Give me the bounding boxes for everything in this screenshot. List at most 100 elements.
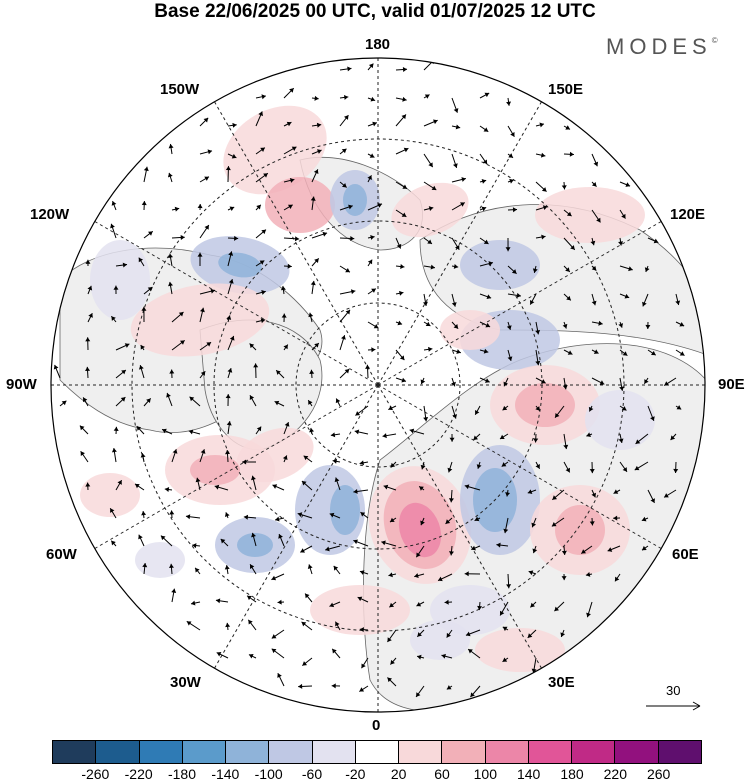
wind-arrow-head: [613, 489, 619, 494]
wind-arrow-head: [589, 521, 595, 526]
wind-arrow-head: [274, 400, 280, 406]
wind-arrow-head: [561, 550, 567, 555]
wind-arrow-head: [360, 512, 366, 517]
wind-arrow-head: [199, 307, 205, 313]
wind-arrow-head: [281, 313, 287, 318]
anomaly-area: [460, 240, 540, 290]
wind-arrow-head: [507, 356, 513, 361]
wind-arrow-head: [135, 483, 140, 489]
wind-arrow-head: [259, 260, 265, 265]
wind-arrow-head: [500, 434, 505, 439]
wind-arrow-head: [359, 570, 365, 575]
wind-arrow-head: [310, 280, 316, 286]
wind-arrow-head: [624, 293, 630, 299]
wind-arrow-head: [261, 94, 266, 100]
wind-arrow-head: [390, 659, 395, 665]
wind-arrow-head: [216, 652, 222, 657]
wind-arrow-head: [248, 654, 254, 659]
wind-arrow-head: [122, 262, 128, 268]
wind-arrow-head: [345, 267, 350, 273]
wind-arrow-head: [335, 621, 340, 627]
meridian: [94, 221, 379, 386]
wind-arrow-head: [249, 395, 255, 400]
wind-arrow-head: [226, 315, 232, 320]
wind-arrow-head: [383, 484, 389, 490]
wind-arrow-head: [516, 292, 521, 298]
wind-arrow-head: [138, 365, 144, 370]
colorbar-bin: [139, 741, 183, 763]
wind-arrow-head: [225, 166, 231, 171]
wind-arrow-head: [503, 381, 509, 387]
wind-arrow-head: [566, 295, 571, 301]
wind-arrow-head: [427, 239, 432, 244]
wind-arrow-head: [468, 649, 473, 654]
wind-arrow-head: [282, 455, 288, 461]
lon-label-90w: 90W: [6, 376, 37, 393]
wind-arrow-head: [309, 369, 315, 374]
wind-arrow-head: [111, 201, 117, 206]
meridian: [377, 221, 662, 386]
wind-arrow-head: [302, 661, 308, 666]
wind-arrow-head: [354, 429, 360, 435]
wind-arrow-head: [195, 477, 201, 483]
wind-arrow-head: [676, 405, 682, 410]
wind-arrow-head: [186, 621, 192, 626]
wind-arrow-head: [409, 428, 415, 434]
wind-arrow-head: [314, 258, 319, 264]
wind-arrow-head: [481, 178, 487, 184]
colorbar-tick-label: -60: [301, 766, 323, 782]
wind-arrow-head: [506, 584, 512, 589]
wind-arrow-head: [167, 172, 173, 178]
meridian: [214, 384, 379, 669]
wind-arrow-head: [214, 484, 220, 490]
lon-label-0: 0: [372, 717, 381, 734]
anomaly-area: [585, 390, 655, 450]
wind-arrow-head: [276, 370, 281, 375]
wind-arrow-head: [148, 231, 153, 236]
wind-arrow-head: [310, 196, 316, 201]
wind-arrow-head: [314, 343, 319, 348]
wind-arrow-head: [353, 539, 358, 545]
reference-arrow-head: [692, 701, 701, 711]
wind-arrow-head: [444, 599, 449, 605]
meridian: [377, 101, 542, 386]
wind-arrow-head: [483, 348, 489, 354]
wind-arrow-head: [316, 122, 322, 128]
wind-arrow-head: [484, 92, 490, 98]
wind-arrow-head: [591, 492, 596, 498]
colorbar-tick-label: -100: [254, 766, 283, 782]
wind-arrow-head: [284, 422, 290, 427]
wind-arrow-head: [359, 687, 365, 692]
wind-arrow-head: [645, 324, 651, 329]
lon-label-90e: 90E: [718, 376, 745, 393]
wind-arrow-head: [224, 512, 230, 517]
wind-arrow-head: [389, 517, 395, 523]
wind-arrow-head: [423, 417, 429, 422]
wind-arrow-head: [227, 368, 233, 373]
wind-arrow-head: [172, 449, 178, 454]
wind-arrow-head: [261, 289, 266, 295]
lon-label-30w: 30W: [170, 674, 201, 691]
wind-arrow-head: [225, 622, 231, 628]
wind-arrow-head: [527, 633, 533, 638]
wind-arrow-head: [455, 245, 460, 250]
wind-arrow-head: [111, 448, 117, 453]
anomaly-area: [343, 184, 367, 216]
colorbar-tick-label: 260: [646, 766, 671, 782]
wind-arrow-head: [277, 673, 282, 678]
wind-arrow-head: [228, 279, 234, 284]
wind-arrow-head: [621, 213, 626, 219]
wind-arrow-head: [343, 94, 349, 100]
wind-arrow-head: [679, 351, 685, 356]
wind-arrow-head: [204, 225, 209, 230]
wind-arrow-head: [581, 549, 587, 554]
wind-arrow-head: [140, 453, 146, 458]
wind-arrow-head: [566, 211, 572, 217]
wind-arrow-head: [540, 379, 546, 384]
wind-arrow-head: [486, 294, 492, 300]
wind-arrow-head: [596, 217, 601, 223]
wind-arrow-head: [585, 572, 591, 577]
wind-arrow-head: [370, 96, 376, 102]
wind-arrow-head: [113, 285, 119, 290]
wind-arrow-head: [228, 251, 234, 256]
